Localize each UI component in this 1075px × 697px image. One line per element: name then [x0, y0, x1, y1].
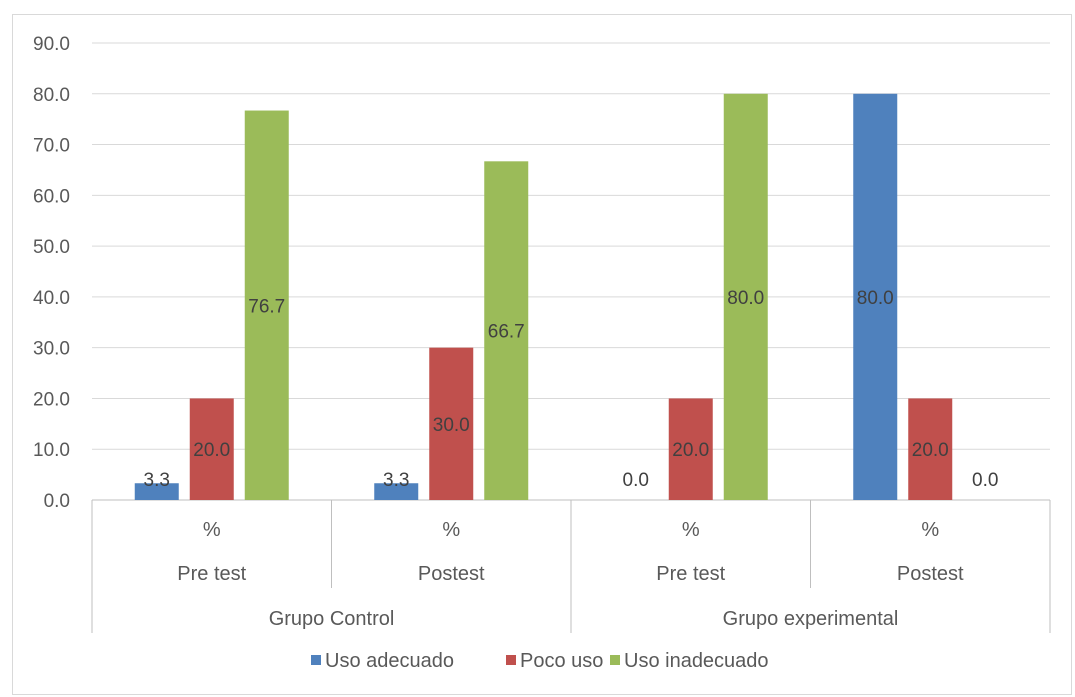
group-label: Grupo Control: [269, 608, 395, 630]
data-label: 76.7: [248, 296, 285, 317]
legend-entry: Poco uso: [520, 650, 603, 672]
data-label: 30.0: [433, 415, 470, 436]
y-tick-label: 90.0: [33, 34, 70, 55]
y-tick-label: 20.0: [33, 389, 70, 410]
category-label: Postest: [897, 563, 964, 585]
category-measure-label: %: [921, 519, 939, 541]
data-label: 80.0: [857, 288, 894, 309]
bar: [723, 93, 768, 501]
bar: [484, 161, 529, 500]
category-measure-label: %: [682, 519, 700, 541]
data-label: 3.3: [383, 470, 409, 491]
data-label: 0.0: [623, 470, 649, 491]
bar: [429, 347, 474, 500]
bar: [374, 483, 419, 500]
y-tick-label: 0.0: [44, 491, 70, 512]
category-label: Pre test: [656, 563, 725, 585]
category-label: Pre test: [177, 563, 246, 585]
data-label: 80.0: [727, 288, 764, 309]
y-tick-label: 30.0: [33, 339, 70, 360]
legend-swatch: [610, 655, 620, 665]
y-tick-label: 60.0: [33, 186, 70, 207]
data-label: 20.0: [912, 440, 949, 461]
bar: [189, 398, 234, 500]
legend-entry: Uso adecuado: [325, 650, 454, 672]
category-measure-label: %: [203, 519, 221, 541]
bar: [853, 93, 898, 501]
category-measure-label: %: [442, 519, 460, 541]
y-tick-label: 50.0: [33, 237, 70, 258]
data-label: 0.0: [972, 470, 998, 491]
category-label: Postest: [418, 563, 485, 585]
bar: [134, 483, 179, 500]
group-label: Grupo experimental: [723, 608, 899, 630]
data-label: 20.0: [672, 440, 709, 461]
legend-entry: Uso inadecuado: [624, 650, 769, 672]
data-label: 20.0: [193, 440, 230, 461]
data-label: 3.3: [144, 470, 170, 491]
y-tick-label: 80.0: [33, 85, 70, 106]
data-label: 66.7: [488, 322, 525, 343]
legend-swatch: [311, 655, 321, 665]
legend-swatch: [506, 655, 516, 665]
y-tick-label: 70.0: [33, 136, 70, 157]
y-tick-label: 40.0: [33, 288, 70, 309]
bar: [668, 398, 713, 500]
bar: [244, 110, 289, 500]
bar: [908, 398, 953, 500]
y-tick-label: 10.0: [33, 440, 70, 461]
